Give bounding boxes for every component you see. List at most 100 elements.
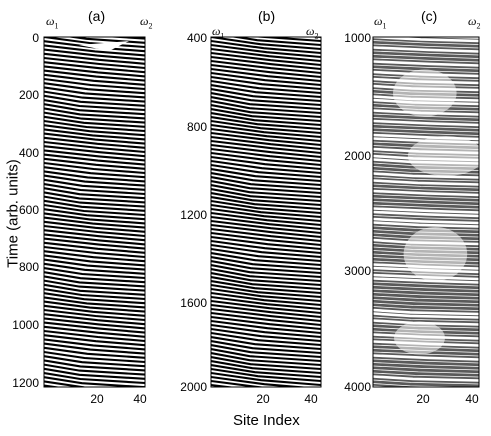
stripe-line [373, 204, 479, 210]
stripe-line [44, 411, 145, 421]
stripe-line [44, 90, 145, 103]
panel-b-ytick: 1200 [180, 208, 207, 222]
stripe-line [44, 208, 145, 221]
stripe-line [211, 247, 321, 263]
stripe-line [44, 363, 145, 376]
stripe-line [373, 117, 479, 122]
stripe-line [211, 231, 321, 247]
stripe-line [211, 155, 321, 171]
bright-patch [394, 321, 445, 355]
stripe-line [44, 317, 145, 330]
stripe-line [211, 347, 321, 363]
stripe-line [305, 37, 321, 39]
stripe-line [373, 277, 479, 284]
stripe-line [211, 211, 321, 227]
stripe-line [44, 124, 145, 137]
y-axis-label: Time (arb. units) [4, 159, 22, 268]
stripe-line [211, 95, 321, 111]
panel-a-xtick: 20 [90, 392, 104, 406]
stripe-line [211, 303, 321, 319]
stripe-line [211, 307, 321, 323]
stripe-line [211, 335, 321, 351]
panel-b-ytick: 2000 [180, 380, 207, 394]
stripe-line [44, 69, 145, 82]
stripe-line [44, 359, 145, 372]
stripe-line [211, 107, 321, 123]
stripe-line [44, 245, 145, 259]
panel-a-label: (a) [88, 8, 106, 24]
stripe-line [373, 351, 479, 357]
panel-a-ytick: 200 [18, 88, 39, 102]
stripe-line [373, 408, 479, 412]
stripe-line [373, 365, 479, 371]
stripe-line [44, 229, 145, 242]
panel-c-xtick: 20 [416, 392, 430, 406]
stripe-line [229, 37, 321, 47]
stripe-line [211, 119, 321, 135]
stripe-line [44, 56, 145, 70]
stripe-line [211, 291, 321, 307]
stripe-line [211, 39, 321, 55]
panel-a-ytick: 800 [18, 260, 39, 274]
stripe-line [373, 316, 479, 322]
stripe-line [211, 371, 321, 387]
stripe-line [211, 275, 321, 291]
stripe-line [373, 119, 479, 127]
stripe-line [373, 281, 479, 287]
stripe-line [44, 350, 145, 364]
stripe-line [373, 369, 479, 374]
panel-a-omega-left: ω1 [46, 14, 59, 31]
stripe-line [211, 283, 321, 299]
stripe-line [211, 243, 321, 259]
stripe-line [211, 43, 321, 59]
panel-c-omega-left: ω1 [374, 14, 387, 31]
stripe-line [211, 37, 321, 51]
stripe-line [211, 295, 321, 311]
panel-a-xtick: 40 [133, 392, 147, 406]
panel-a-ytick: 0 [32, 31, 39, 45]
top-gap [79, 41, 129, 51]
stripe-line [44, 187, 145, 200]
stripe-line [211, 63, 321, 79]
stripe-line [44, 308, 145, 322]
stripe-line [44, 199, 145, 212]
stripe-line [373, 189, 479, 197]
panel-a-ytick: 600 [18, 203, 39, 217]
x-axis-label: Site Index [233, 412, 300, 429]
panel-a-omega-right: ω2 [140, 14, 153, 31]
panel-c-ytick: 3000 [344, 264, 371, 278]
panel-a-frame [43, 36, 146, 388]
stripe-line [44, 161, 145, 175]
panel-b-xtick: 20 [256, 392, 270, 406]
stripe-line [373, 50, 479, 56]
stripe-line [211, 271, 321, 287]
stripe-line [44, 342, 145, 355]
stripe-line [373, 299, 479, 304]
stripe-line [373, 295, 479, 301]
stripe-line [373, 288, 479, 294]
panel-b-frame [210, 36, 322, 388]
stripe-line [44, 262, 145, 275]
stripe-line [211, 215, 321, 231]
stripe-line [44, 271, 145, 284]
stripe-line [373, 179, 479, 186]
stripe-line [373, 64, 479, 70]
stripe-line [44, 233, 145, 246]
stripe-line [44, 266, 145, 280]
stripe-line [211, 75, 321, 91]
stripe-line [211, 103, 321, 119]
stripe-line [44, 321, 145, 334]
stripe-line [211, 55, 321, 71]
stripe-line [211, 199, 321, 215]
stripe-line [44, 157, 145, 170]
panel-b-ytick: 1600 [180, 296, 207, 310]
bright-patch [403, 227, 468, 281]
stripe-line [211, 223, 321, 239]
bright-patch [393, 69, 457, 117]
stripe-line [44, 65, 145, 78]
stripe-line [211, 255, 321, 271]
stripe-line [373, 308, 479, 316]
stripe-line [44, 237, 145, 250]
panel-c-frame [372, 36, 480, 388]
stripe-line [211, 67, 321, 83]
